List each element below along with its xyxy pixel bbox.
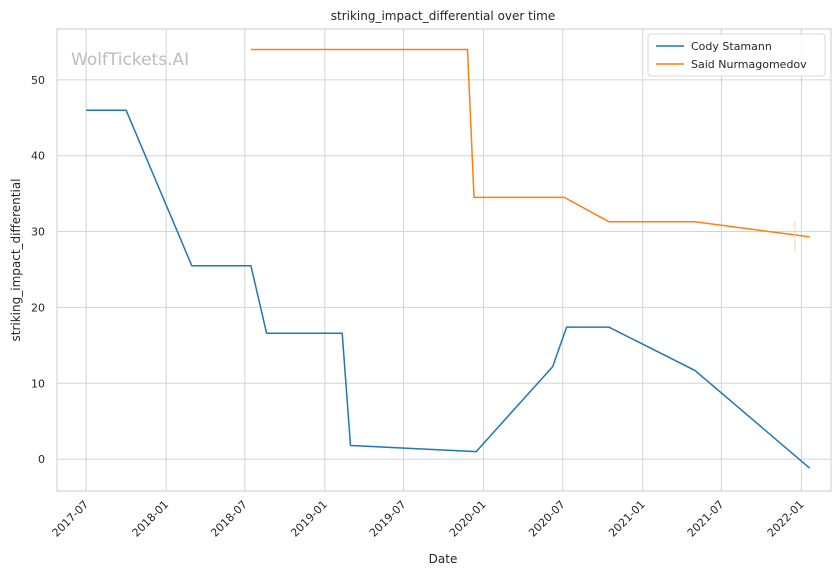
y-axis-label: striking_impact_differential	[9, 178, 23, 341]
watermark-text: WolfTickets.AI	[71, 50, 189, 70]
series-line-1	[86, 109, 811, 469]
series-group	[86, 48, 811, 469]
y-axis-ticks: 0 10 20 30 40 50	[31, 74, 45, 466]
x-axis-label: Date	[429, 552, 458, 566]
legend-label: Cody Stamann	[691, 40, 772, 53]
legend: Cody Stamann Said Nurmagomedov	[647, 33, 826, 77]
y-tick-label: 0	[38, 453, 45, 466]
legend-label: Said Nurmagomedov	[691, 58, 807, 71]
y-tick-label: 10	[31, 377, 45, 390]
y-tick-label: 20	[31, 301, 45, 314]
y-tick-label: 30	[31, 226, 45, 239]
y-tick-label: 50	[31, 74, 45, 87]
plot-frame	[56, 28, 832, 492]
grid	[57, 29, 831, 491]
chart-title: striking_impact_differential over time	[331, 9, 556, 23]
series-line-2	[250, 48, 810, 238]
legend-box	[647, 33, 826, 77]
y-tick-label: 40	[31, 150, 45, 163]
